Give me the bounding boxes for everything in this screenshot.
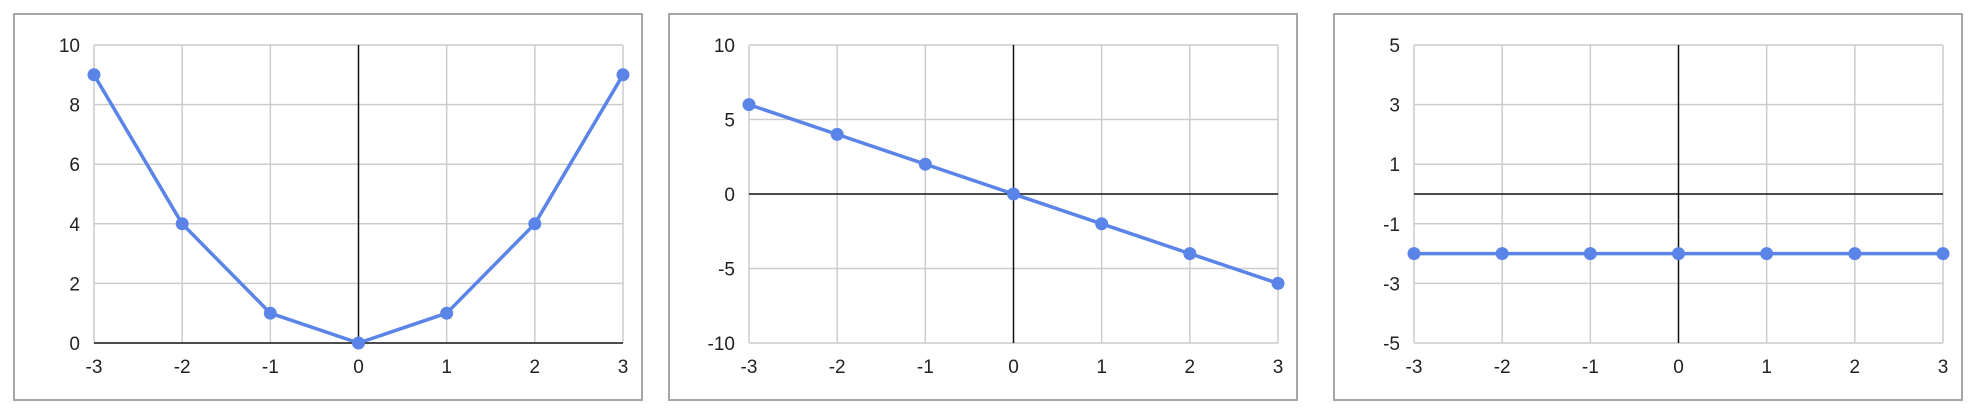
x-tick-label: 2 — [1850, 357, 1861, 378]
chart-3-svg: -5 -3 -1 1 3 5 -3 -2 -1 0 1 2 3 — [1383, 36, 1950, 378]
y-tick-label: 3 — [1389, 96, 1400, 117]
y-tick-label: 5 — [724, 111, 735, 132]
y-tick-label: 0 — [69, 334, 80, 355]
y-tick-label: 5 — [1389, 36, 1400, 57]
chart-panel-3: -5 -3 -1 1 3 5 -3 -2 -1 0 1 2 3 — [1333, 13, 1963, 401]
x-tick-label: 0 — [1008, 357, 1019, 378]
y-tick-label: 2 — [69, 274, 80, 295]
chart-1-svg: 0 2 4 6 8 10 -3 -2 -1 0 1 2 3 — [59, 36, 630, 378]
x-tick-label: 2 — [1185, 357, 1196, 378]
y-tick-label: 1 — [1389, 155, 1400, 176]
x-tick-label: 1 — [441, 357, 452, 378]
y-tick-label: -5 — [718, 260, 735, 281]
data-point — [175, 217, 189, 231]
x-tick-label: -1 — [262, 357, 279, 378]
data-point — [440, 306, 454, 320]
data-point — [1495, 247, 1509, 261]
data-point — [1672, 247, 1685, 261]
y-tick-label: -10 — [708, 334, 735, 355]
data-point — [918, 157, 932, 171]
y-tick-label: 10 — [59, 36, 80, 57]
x-tick-label: 2 — [530, 357, 541, 378]
data-point — [1848, 247, 1862, 261]
y-tick-label: 10 — [714, 36, 735, 57]
y-tick-label: -3 — [1383, 274, 1400, 295]
y-tick-label: -1 — [1383, 215, 1400, 236]
x-tick-label: 0 — [353, 357, 364, 378]
data-point — [1407, 247, 1421, 261]
x-tick-label: 0 — [1673, 357, 1684, 378]
data-point — [352, 336, 365, 350]
data-point — [1583, 247, 1597, 261]
data-point — [1936, 247, 1950, 261]
x-tick-label: 3 — [618, 357, 629, 378]
x-tick-label: -3 — [86, 357, 103, 378]
data-point — [1271, 276, 1285, 290]
y-tick-label: 6 — [69, 155, 80, 176]
x-tick-label: 3 — [1273, 357, 1284, 378]
x-tick-label: -3 — [1406, 357, 1423, 378]
data-point — [742, 98, 756, 112]
x-tick-label: -2 — [174, 357, 191, 378]
x-tick-label: -2 — [1494, 357, 1511, 378]
data-point — [87, 68, 101, 82]
y-tick-label: 4 — [69, 215, 80, 236]
data-point — [1095, 217, 1109, 231]
x-tick-label: 3 — [1938, 357, 1949, 378]
chart-panel-2: -10 -5 0 5 10 -3 -2 -1 0 1 2 3 — [668, 13, 1298, 401]
y-tick-label: 8 — [69, 96, 80, 117]
data-point — [528, 217, 542, 231]
x-tick-label: -1 — [1582, 357, 1599, 378]
x-tick-label: -1 — [917, 357, 934, 378]
data-point — [263, 306, 277, 320]
data-point — [1007, 187, 1020, 201]
y-tick-label: 0 — [724, 185, 735, 206]
x-tick-label: 1 — [1761, 357, 1772, 378]
data-point — [830, 127, 844, 141]
y-tick-label: -5 — [1383, 334, 1400, 355]
data-point — [1183, 247, 1197, 261]
x-tick-label: -3 — [741, 357, 758, 378]
data-point — [1760, 247, 1774, 261]
x-tick-label: -2 — [829, 357, 846, 378]
data-point — [616, 68, 630, 82]
chart-panel-1: 0 2 4 6 8 10 -3 -2 -1 0 1 2 3 — [13, 13, 643, 401]
x-tick-label: 1 — [1096, 357, 1107, 378]
